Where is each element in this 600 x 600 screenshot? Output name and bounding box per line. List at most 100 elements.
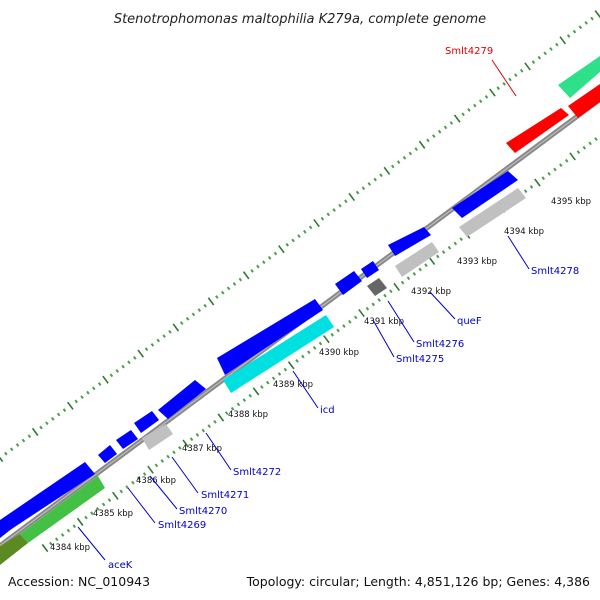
tick-mark-outer	[291, 238, 295, 243]
tick-mark-inner	[195, 432, 200, 437]
tick-mark-inner	[41, 543, 49, 553]
gene-feature-cds-left	[0, 462, 95, 536]
tick-mark-outer	[449, 121, 454, 125]
tick-mark-outer	[467, 108, 471, 112]
tick-mark-outer	[102, 375, 109, 384]
tick-mark-inner	[301, 354, 305, 359]
scale-label: 4384 kbp	[50, 543, 90, 553]
tick-mark-outer	[172, 323, 180, 332]
tick-mark-outer	[15, 443, 20, 447]
tick-mark-inner	[72, 524, 77, 529]
tick-mark-inner	[312, 345, 317, 350]
tick-mark-inner	[125, 485, 129, 489]
tick-mark-inner	[242, 398, 247, 402]
scale-label: 4390 kbp	[319, 348, 359, 358]
scale-label: 4395 kbp	[551, 197, 591, 207]
tick-mark-outer	[390, 164, 395, 169]
tick-mark-outer	[549, 47, 553, 51]
tick-mark-outer	[0, 456, 4, 463]
tick-mark-inner	[90, 511, 94, 516]
tick-mark-inner	[160, 459, 164, 463]
tick-mark-outer	[278, 245, 285, 254]
tick-mark-outer	[437, 129, 442, 134]
tick-mark-outer	[51, 416, 55, 421]
tick-mark-inner	[336, 328, 340, 333]
tick-mark-outer	[396, 160, 401, 165]
gene-label[interactable]: Smlt4271	[201, 490, 249, 501]
tick-mark-inner	[588, 141, 592, 146]
gene-feature-trna-3	[142, 424, 173, 450]
tick-mark-outer	[355, 190, 360, 195]
tick-mark-outer	[267, 255, 272, 260]
tick-mark-outer	[74, 399, 78, 404]
tick-mark-inner	[559, 163, 563, 168]
gene-label[interactable]: icd	[320, 405, 335, 416]
tick-mark-inner	[529, 185, 534, 189]
tick-mark-outer	[232, 282, 237, 286]
tick-mark-outer	[285, 242, 289, 247]
tick-mark-inner	[569, 152, 576, 161]
tick-track-outer	[0, 10, 600, 463]
tick-mark-outer	[162, 334, 166, 339]
tick-mark-outer	[215, 295, 219, 299]
gene-feature-smlt4272	[158, 380, 206, 419]
scale-labels: 4384 kbp 4385 kbp 4386 kbp 4387 kbp 4388 kbp…	[50, 197, 591, 553]
tick-mark-inner	[119, 489, 123, 494]
tick-mark-outer	[133, 356, 137, 360]
tick-mark-inner	[248, 393, 252, 398]
tick-mark-outer	[109, 373, 114, 378]
tick-mark-inner	[260, 385, 264, 389]
tick-mark-inner	[541, 176, 546, 181]
tick-mark-outer	[115, 369, 119, 373]
gene-label[interactable]: Smlt4270	[179, 506, 227, 517]
gene-feature-icd	[223, 315, 334, 393]
tick-mark-outer	[273, 251, 278, 256]
tick-mark-outer	[361, 186, 366, 191]
tick-mark-inner	[277, 372, 282, 376]
gene-feature-trna-2	[395, 242, 439, 277]
gene-label[interactable]: aceK	[108, 560, 133, 571]
gene-feature-cds-large	[217, 299, 323, 375]
label-leader-line	[171, 456, 199, 494]
gene-label[interactable]: Smlt4272	[233, 467, 281, 478]
gene-label[interactable]: Smlt4269	[158, 520, 206, 531]
gene-feature-smlt4269	[98, 445, 117, 463]
tick-track-inner	[41, 137, 598, 553]
tick-mark-inner	[178, 446, 182, 450]
tick-mark-inner	[137, 476, 141, 481]
tick-mark-inner	[447, 245, 452, 250]
tick-mark-outer	[555, 42, 559, 47]
tick-mark-inner	[576, 150, 581, 154]
gene-label[interactable]: Smlt4275	[396, 354, 444, 365]
tick-mark-outer	[156, 338, 161, 343]
tick-mark-outer	[168, 329, 172, 334]
tick-mark-inner	[112, 491, 119, 500]
gene-label[interactable]: queF	[457, 316, 482, 327]
tick-mark-outer	[238, 277, 243, 282]
tick-mark-outer	[508, 77, 512, 82]
tick-mark-outer	[4, 451, 8, 456]
tick-mark-inner	[330, 332, 334, 337]
label-leaders	[77, 59, 530, 561]
tick-mark-inner	[389, 289, 393, 294]
gene-label[interactable]: Smlt4276	[416, 339, 464, 350]
tick-mark-inner	[217, 413, 225, 422]
tick-mark-inner	[323, 335, 330, 344]
tick-mark-outer	[590, 16, 594, 21]
tick-mark-inner	[201, 428, 206, 433]
tick-mark-inner	[230, 406, 235, 411]
tick-mark-inner	[131, 480, 135, 485]
gene-label[interactable]: Smlt4279	[445, 46, 493, 57]
label-leader-line	[127, 487, 156, 524]
tick-mark-outer	[572, 29, 577, 34]
gene-label[interactable]: Smlt4278	[531, 266, 579, 277]
gene-feature-trna-1	[459, 188, 526, 237]
tick-mark-inner	[383, 293, 387, 298]
tick-mark-outer	[484, 95, 489, 99]
tick-mark-inner	[172, 450, 176, 455]
tick-mark-outer	[443, 125, 448, 130]
gene-feature-green	[558, 56, 600, 98]
tick-mark-inner	[283, 367, 288, 372]
tick-mark-inner	[534, 178, 541, 187]
tick-mark-outer	[326, 212, 331, 217]
